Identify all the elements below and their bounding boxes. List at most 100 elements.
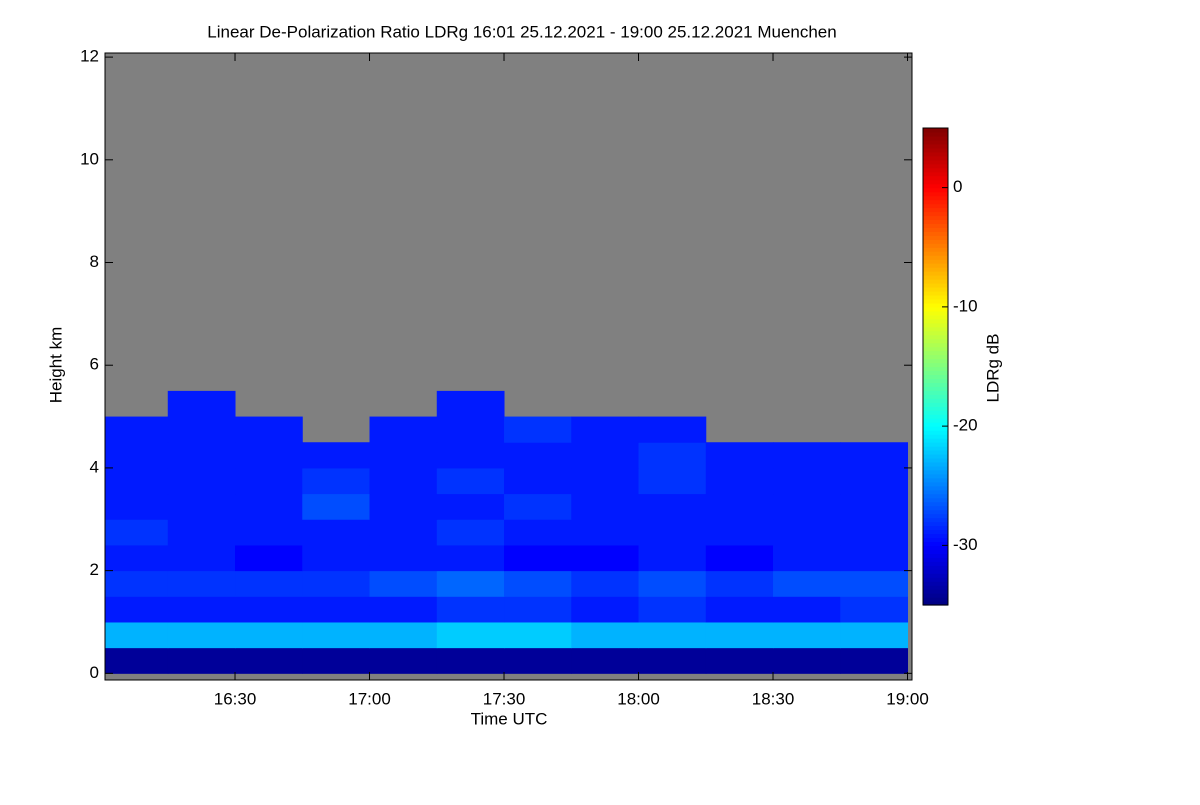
colorbar-segment [923,294,948,300]
y-tick-label: 8 [90,252,99,271]
colorbar-segment [923,549,948,554]
colorbar-segment [923,191,948,197]
colorbar-segment [923,175,948,181]
heatmap-cell [167,467,236,495]
x-tick-label: 16:30 [214,689,257,708]
colorbar-segment [923,525,948,531]
heatmap-cell [773,442,841,469]
heatmap-cell [436,647,505,674]
colorbar-segment [923,354,948,360]
colorbar-frame [922,127,949,606]
colorbar-segment [923,318,948,324]
colorbar-segment [923,457,948,463]
colorbar-tick-label: -10 [953,296,978,315]
heatmap-cell [369,570,438,597]
colorbar-segment [923,163,948,169]
heatmap-cell [167,596,236,623]
colorbar-segment [923,529,948,535]
heatmap-cell [302,647,371,674]
heatmap-cell [235,544,303,572]
heatmap-cell [504,570,572,597]
colorbar-segment [923,426,948,431]
heatmap-cell [167,621,236,649]
colorbar-segment [923,521,948,527]
heatmap-cell [235,647,303,674]
colorbar-segment [923,338,948,344]
heatmap-cell [302,621,371,649]
heatmap-cell [436,493,505,520]
heatmap-cell [369,544,438,572]
heatmap-cell [369,416,438,443]
heatmap-cell [705,544,774,572]
y-tick-label: 2 [90,560,99,579]
x-tick-label: 18:30 [752,689,795,708]
colorbar-segment [923,139,948,145]
heatmap-cell [773,467,841,495]
x-axis-label: Time UTC [471,709,548,728]
colorbar-segment [923,290,948,296]
colorbar-segment [923,346,948,352]
colorbar-segment [923,183,948,189]
heatmap-cell [840,519,909,546]
heatmap-cell [105,416,169,443]
colorbar-segment [923,298,948,304]
colorbar-segment [923,589,948,594]
heatmap-cell [840,570,909,597]
colorbar-segment [923,561,948,566]
colorbar-segment [923,223,948,228]
heatmap-cell [638,596,707,623]
colorbar-segment [923,275,948,280]
heatmap-cell [436,570,505,597]
heatmap-cell [504,621,572,649]
heatmap-cell [504,493,572,520]
colorbar-segment [923,283,948,288]
heatmap-cell [302,570,371,597]
heatmap-cell [840,467,909,495]
heatmap-cell [167,390,236,418]
heatmap-cell [436,519,505,546]
colorbar-segment [923,287,948,292]
colorbar-segment [923,310,948,316]
colorbar-segment [923,553,948,558]
colorbar-segment [923,227,948,232]
colorbar-segment [923,151,948,157]
colorbar-segment [923,509,948,515]
colorbar-segment [923,251,948,256]
heatmap-cell [302,467,371,495]
heatmap-cell [369,596,438,623]
colorbar-segment [923,334,948,340]
heatmap-cell [571,416,640,443]
colorbar-segment [923,203,948,209]
colorbar-segment [923,597,948,602]
heatmap-cell [436,442,505,469]
colorbar-segment [923,263,948,268]
heatmap-cell [840,493,909,520]
colorbar-segment [923,565,948,570]
colorbar-segment [923,442,948,447]
heatmap-cell [302,544,371,572]
colorbar-segment [923,143,948,149]
colorbar-segment [923,235,948,240]
heatmap-cell [105,544,169,572]
colorbar-segment [923,382,948,387]
heatmap-cell [235,596,303,623]
heatmap-cell [571,467,640,495]
colorbar-segment [923,147,948,153]
heatmap-cell [773,570,841,597]
colorbar-tick-label: 0 [953,177,962,196]
colorbar-segment [923,418,948,423]
colorbar-segment [923,485,948,491]
colorbar-segment [923,128,948,133]
heatmap-cell [773,519,841,546]
colorbar-segment [923,195,948,201]
heatmap-cell [840,596,909,623]
colorbar-segment [923,446,948,451]
colorbar-segment [923,171,948,177]
heatmap-cell [638,493,707,520]
heatmap-cell [638,442,707,469]
heatmap-cell [840,442,909,469]
heatmap-cell [773,596,841,623]
colorbar-segment [923,366,948,372]
heatmap-cell [571,647,640,674]
